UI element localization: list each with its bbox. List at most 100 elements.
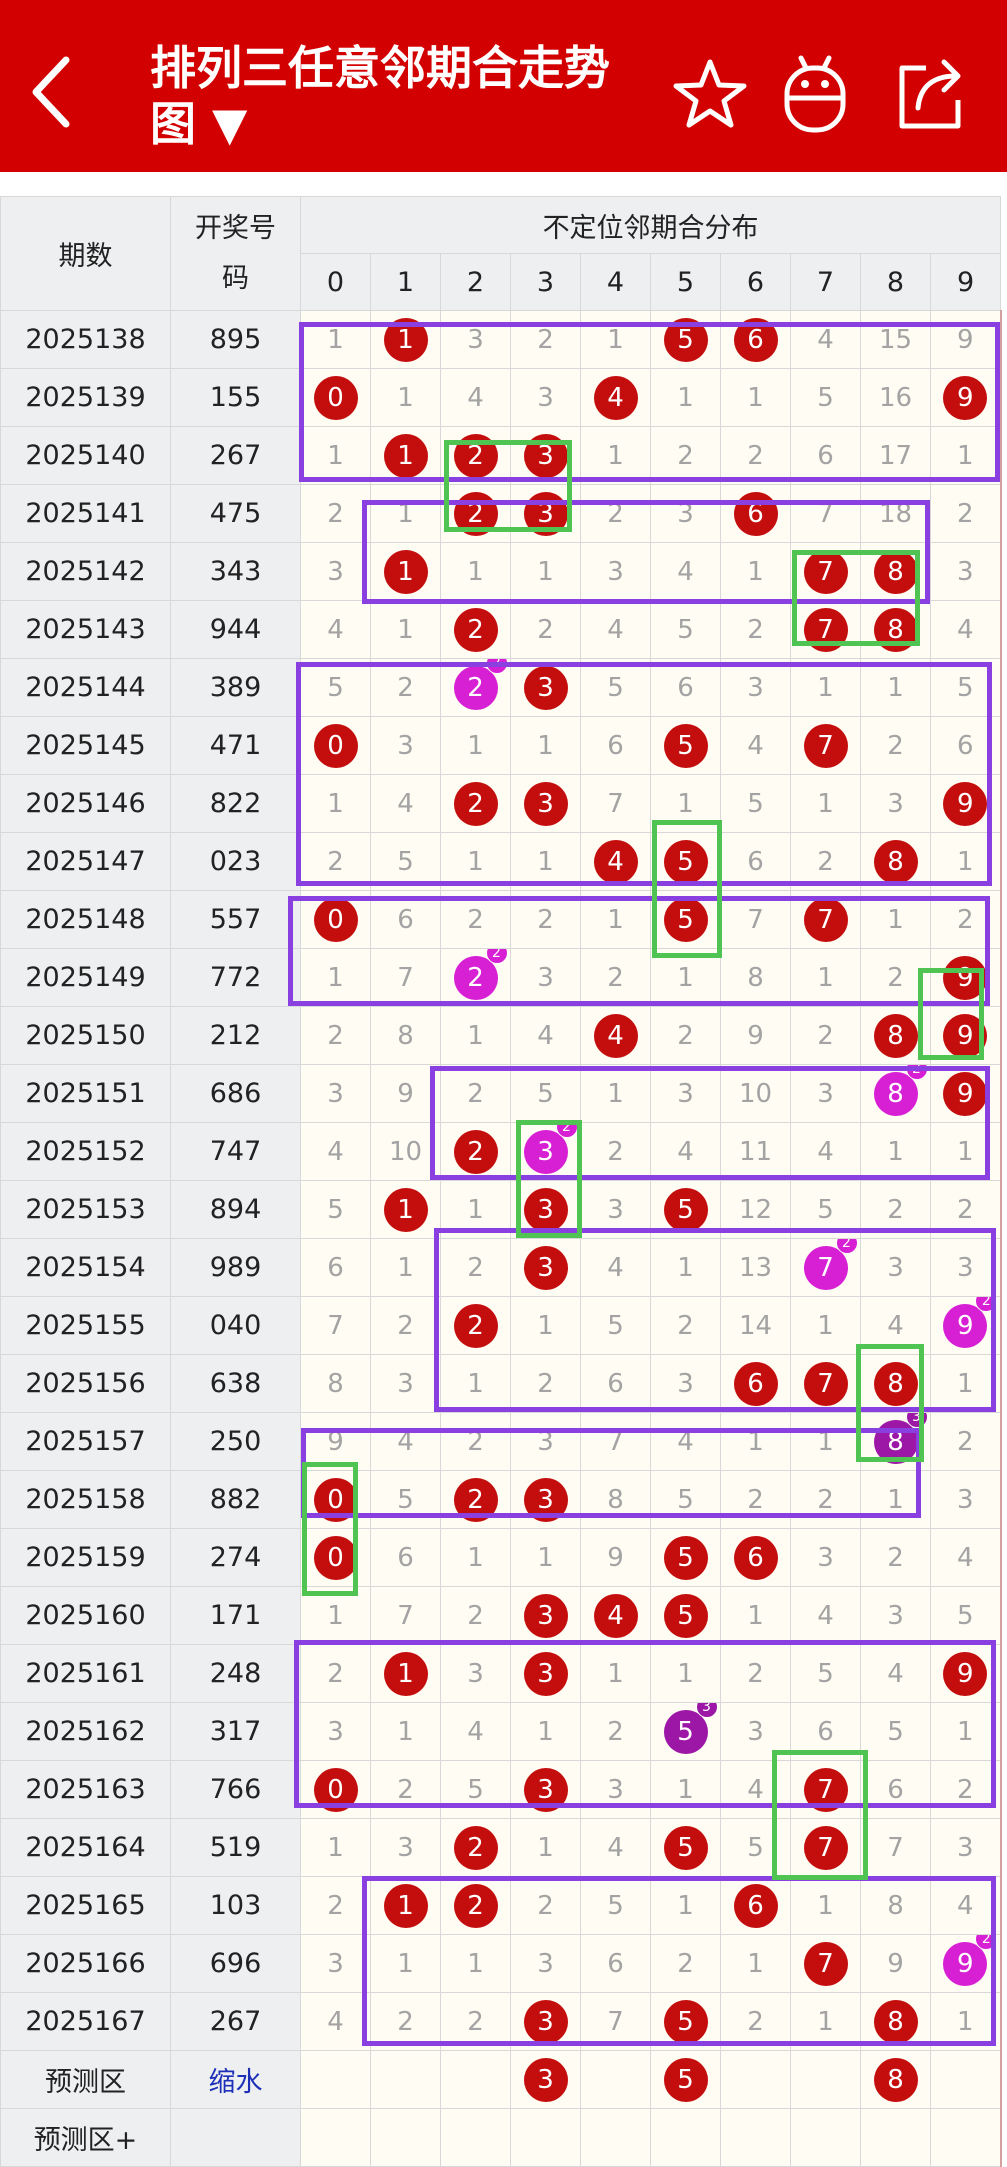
predict-plus-cell[interactable] — [650, 2108, 721, 2167]
predict-cell[interactable]: 5 — [650, 2050, 721, 2109]
miss-cell: 7 — [370, 1586, 441, 1645]
miss-cell: 5 — [580, 1296, 651, 1355]
miss-cell: 9 — [860, 1934, 931, 1993]
miss-cell: 5 — [650, 1470, 721, 1529]
back-chevron-icon[interactable] — [22, 52, 82, 132]
repeat-count-badge: 3 — [905, 1413, 928, 1428]
ball-digit: 1 — [397, 440, 414, 471]
predict-cell[interactable] — [790, 2050, 861, 2109]
predict-plus-cell[interactable] — [370, 2108, 441, 2167]
hit-ball: 5 — [663, 1535, 708, 1580]
hit-ball: 2 — [453, 781, 498, 826]
ball-digit: 7 — [817, 614, 834, 645]
hit-ball: 1 — [383, 549, 428, 594]
table-row: 2025164 519 1 3 2 1 4 5 5 7 7 3 — [0, 1818, 1002, 1877]
miss-cell: 3 — [580, 1180, 651, 1239]
ball-digit: 5 — [677, 2064, 694, 2095]
miss-cell: 1 — [510, 1702, 581, 1761]
hit-ball: 3 — [523, 1999, 568, 2044]
period-cell: 2025143 — [0, 600, 171, 659]
hit-ball: 2 — [453, 1477, 498, 1522]
miss-cell: 3 — [580, 542, 651, 601]
period-cell: 2025144 — [0, 658, 171, 717]
predict-plus-cell[interactable] — [510, 2108, 581, 2167]
period-cell: 2025146 — [0, 774, 171, 833]
predict-cell[interactable] — [370, 2050, 441, 2109]
hit-cell: 7 — [790, 600, 861, 659]
predict-cell[interactable] — [929, 2050, 1002, 2109]
table-row: 2025166 696 3 1 1 3 6 2 1 7 9 9 2 — [0, 1934, 1002, 1993]
hit-cell: 0 — [300, 368, 371, 427]
period-cell: 2025158 — [0, 1470, 171, 1529]
miss-cell: 17 — [860, 426, 931, 485]
period-cell: 2025140 — [0, 426, 171, 485]
ball-digit: 9 — [957, 788, 974, 819]
ball-digit: 3 — [537, 1484, 554, 1515]
hit-cell: 5 — [650, 1818, 721, 1877]
hit-ball: 1 — [383, 433, 428, 478]
hit-ball: 9 — [943, 375, 988, 420]
miss-cell: 1 — [580, 890, 651, 949]
miss-cell: 2 — [790, 832, 861, 891]
ball-digit: 4 — [607, 382, 624, 413]
miss-cell: 3 — [790, 1064, 861, 1123]
star-icon[interactable] — [670, 54, 750, 134]
predict-plus-cell[interactable] — [929, 2108, 1002, 2167]
miss-cell: 8 — [720, 948, 791, 1007]
miss-cell: 1 — [790, 774, 861, 833]
predict-cell[interactable]: 8 — [860, 2050, 931, 2109]
predict-plus-cell[interactable] — [580, 2108, 651, 2167]
ball-digit: 5 — [677, 1194, 694, 1225]
predict-cell[interactable] — [300, 2050, 371, 2109]
hit-cell: 9 — [929, 1064, 1002, 1123]
repeat-count-badge: 2 — [835, 1239, 858, 1254]
hit-cell: 3 — [510, 1992, 581, 2051]
predict-plus-cell[interactable] — [440, 2108, 511, 2167]
hit-ball: 7 — [803, 897, 848, 942]
miss-cell: 3 — [510, 368, 581, 427]
predict-plus-cell[interactable] — [300, 2108, 371, 2167]
ball-digit: 8 — [887, 556, 904, 587]
miss-cell: 5 — [370, 832, 441, 891]
hit-ball: 3 — [523, 1767, 568, 1812]
table-row: 2025147 023 2 5 1 1 4 5 6 2 8 1 — [0, 832, 1002, 891]
hit-cell: 2 — [440, 1876, 511, 1935]
hit-cell: 2 — [440, 1122, 511, 1181]
hit-cell: 9 — [929, 368, 1002, 427]
miss-cell: 3 — [720, 1702, 791, 1761]
predict-cell[interactable]: 3 — [510, 2050, 581, 2109]
table-row: 2025149 772 1 7 2 2 3 2 1 8 1 2 9 — [0, 948, 1002, 1007]
predict-plus-label: 预测区+ — [0, 2108, 171, 2167]
predict-row: 预测区 缩水 3 5 8 — [0, 2050, 1002, 2109]
predict-plus-cell[interactable] — [720, 2108, 791, 2167]
hit-cell: 2 — [440, 426, 511, 485]
predict-cell[interactable] — [440, 2050, 511, 2109]
share-icon[interactable] — [890, 54, 970, 134]
ball-digit: 0 — [327, 1484, 344, 1515]
hit-cell: 9 — [929, 1644, 1002, 1703]
android-icon[interactable] — [775, 54, 855, 134]
miss-cell: 16 — [860, 368, 931, 427]
number-cell: 638 — [170, 1354, 301, 1413]
page-title[interactable]: 排列三任意邻期合走势图 ▼ — [150, 41, 610, 151]
table-row: 2025143 944 4 1 2 2 4 5 2 7 8 4 — [0, 600, 1002, 659]
miss-cell: 1 — [300, 1586, 371, 1645]
hit-ball: 8 — [873, 1999, 918, 2044]
miss-cell: 3 — [650, 484, 721, 543]
ball-digit: 3 — [537, 1774, 554, 1805]
miss-cell: 9 — [580, 1528, 651, 1587]
predict-cell[interactable] — [580, 2050, 651, 2109]
miss-cell: 6 — [370, 890, 441, 949]
hit-cell: 5 — [650, 1992, 721, 2051]
miss-cell: 3 — [929, 1470, 1002, 1529]
shrink-link[interactable]: 缩水 — [170, 2050, 301, 2109]
predict-plus-cell[interactable] — [860, 2108, 931, 2167]
hit-cell: 7 — [790, 1760, 861, 1819]
predict-cell[interactable] — [720, 2050, 791, 2109]
table-row: 2025146 822 1 4 2 3 7 1 5 1 3 9 — [0, 774, 1002, 833]
predict-plus-cell[interactable] — [790, 2108, 861, 2167]
miss-cell: 14 — [720, 1296, 791, 1355]
